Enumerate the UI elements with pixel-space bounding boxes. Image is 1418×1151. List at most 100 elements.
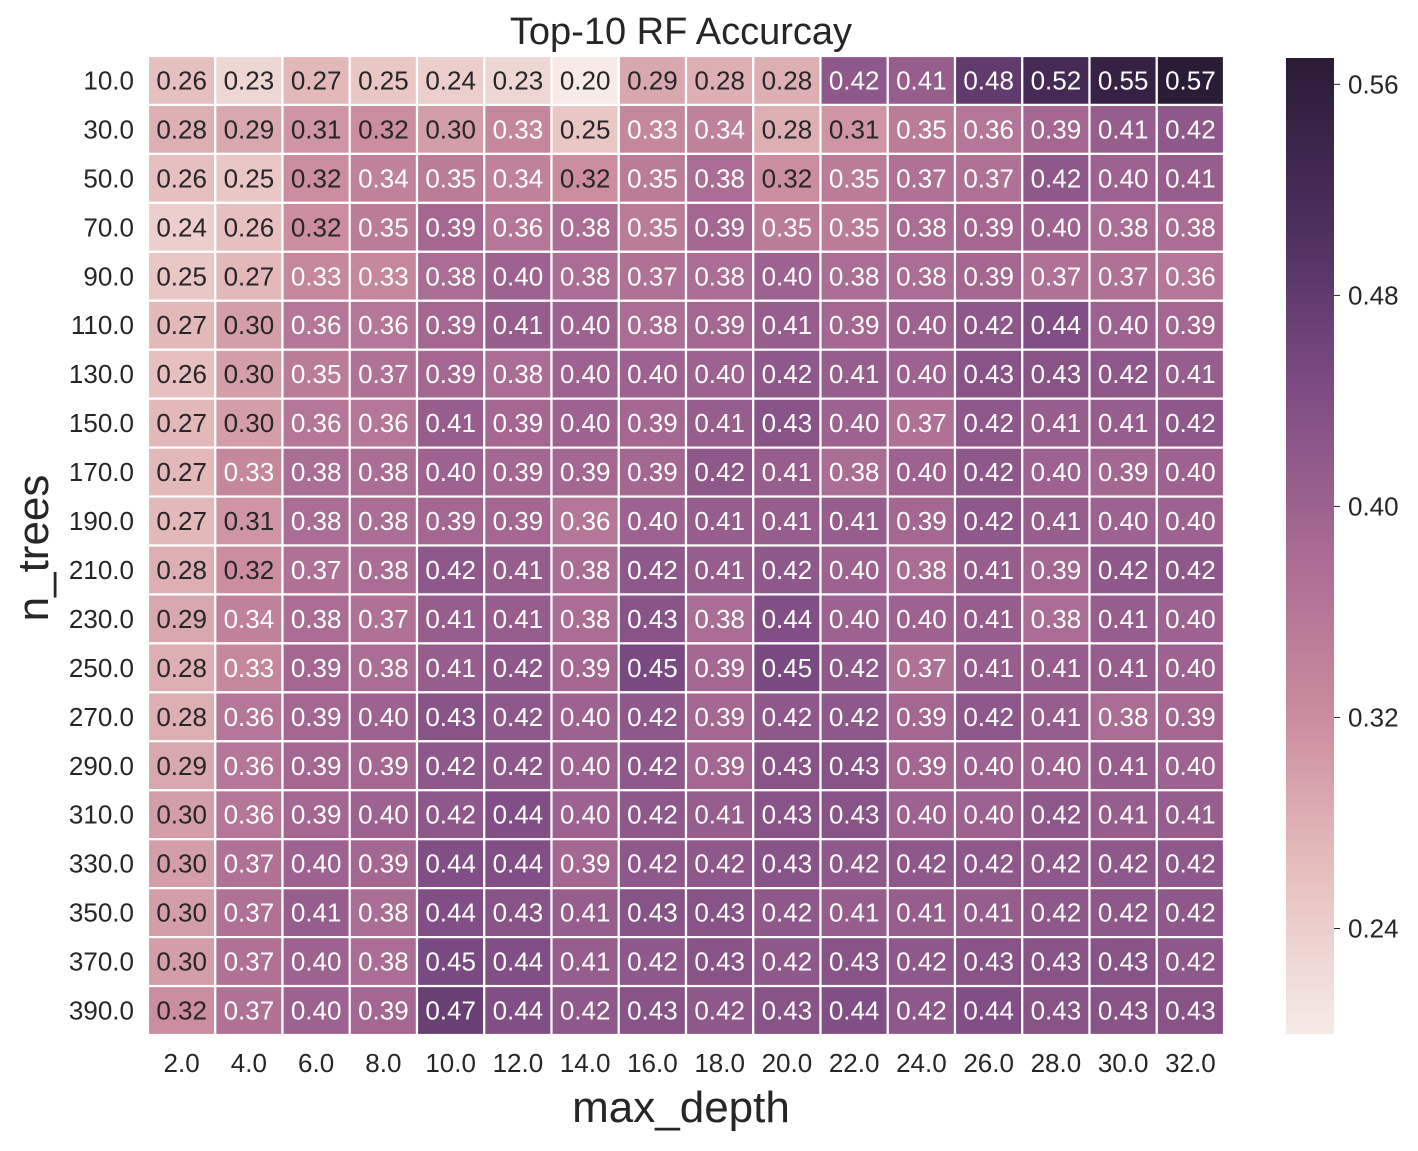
heatmap-cell <box>1088 593 1158 645</box>
heatmap-cell-label: 0.38 <box>358 898 409 928</box>
heatmap-cell-label: 0.28 <box>762 114 813 144</box>
heatmap-cell-label: 0.38 <box>358 947 409 977</box>
heatmap-cell-label: 0.42 <box>694 849 745 879</box>
heatmap-cell <box>483 593 553 645</box>
heatmap-cell-label: 0.42 <box>1165 114 1216 144</box>
heatmap-cell-label: 0.42 <box>1165 555 1216 585</box>
heatmap-cell-label: 0.28 <box>762 65 813 95</box>
x-tick-label: 26.0 <box>963 1048 1014 1078</box>
heatmap-cell-label: 0.42 <box>963 506 1014 536</box>
heatmap-cell-label: 0.43 <box>762 751 813 781</box>
heatmap-cell-label: 0.40 <box>896 310 947 340</box>
heatmap-cell <box>415 740 486 792</box>
heatmap-cell-label: 0.41 <box>829 506 880 536</box>
heatmap-cell <box>146 642 217 694</box>
heatmap-cell-label: 0.39 <box>896 702 947 732</box>
heatmap-cell <box>415 152 486 204</box>
heatmap-cell <box>1088 984 1158 1037</box>
y-tick-label: 350.0 <box>69 898 134 928</box>
heatmap-cell <box>617 691 688 743</box>
heatmap-cell-label: 0.41 <box>963 555 1014 585</box>
heatmap-cell <box>1155 299 1226 351</box>
heatmap-cell-label: 0.42 <box>425 800 476 830</box>
colorbar <box>1286 58 1334 1034</box>
heatmap-cell <box>819 103 889 155</box>
heatmap-cell-label: 0.38 <box>694 163 745 193</box>
heatmap-cell-label: 0.41 <box>694 408 745 438</box>
heatmap-cell <box>281 348 351 400</box>
heatmap-cell-label: 0.41 <box>1031 408 1082 438</box>
heatmap-cell-label: 0.41 <box>493 555 544 585</box>
heatmap-cell-label: 0.40 <box>1031 457 1082 487</box>
heatmap-cell-label: 0.32 <box>156 996 207 1026</box>
colorbar-tick-label: 0.32 <box>1348 702 1399 732</box>
heatmap-cell-label: 0.39 <box>1165 702 1216 732</box>
heatmap-cell-label: 0.28 <box>156 114 207 144</box>
heatmap-cell-label: 0.38 <box>1031 604 1082 634</box>
heatmap-cell-label: 0.37 <box>627 261 678 291</box>
heatmap-cell-label: 0.34 <box>694 114 745 144</box>
heatmap-cell-label: 0.42 <box>762 555 813 585</box>
heatmap-cell-label: 0.42 <box>1165 947 1216 977</box>
heatmap-cell-label: 0.39 <box>896 506 947 536</box>
heatmap-cell-label: 0.37 <box>896 163 947 193</box>
heatmap-cell-label: 0.38 <box>358 457 409 487</box>
heatmap-cell-label: 0.40 <box>694 359 745 389</box>
heatmap-cell <box>281 201 351 253</box>
heatmap-cell-label: 0.33 <box>358 261 409 291</box>
heatmap-cell-label: 0.42 <box>493 751 544 781</box>
colorbar-tick-labels: 0.24 0.32 0.40 0.48 0.56 <box>1334 69 1399 943</box>
heatmap-cell-label: 0.40 <box>291 849 342 879</box>
heatmap-cell-label: 0.44 <box>493 996 544 1026</box>
heatmap-cell-label: 0.43 <box>1031 947 1082 977</box>
heatmap-cell-label: 0.39 <box>425 359 476 389</box>
heatmap-cell-label: 0.35 <box>896 114 947 144</box>
heatmap-cell-label: 0.30 <box>425 114 476 144</box>
heatmap-cell <box>483 348 553 400</box>
heatmap-cell-label: 0.35 <box>627 212 678 242</box>
heatmap-cell <box>281 495 351 547</box>
heatmap-cell-label: 0.37 <box>291 555 342 585</box>
heatmap-cell-label: 0.40 <box>896 604 947 634</box>
heatmap-cell-label: 0.42 <box>1098 555 1149 585</box>
heatmap-cell-label: 0.29 <box>627 65 678 95</box>
heatmap-cell <box>1088 299 1158 351</box>
heatmap-cell-label: 0.39 <box>493 457 544 487</box>
heatmap-cell-label: 0.35 <box>358 212 409 242</box>
heatmap-cell-label: 0.36 <box>358 408 409 438</box>
heatmap-cell-label: 0.42 <box>1031 800 1082 830</box>
x-tick-label: 2.0 <box>164 1048 200 1078</box>
heatmap-cell <box>483 103 553 155</box>
heatmap-cell-label: 0.39 <box>291 702 342 732</box>
heatmap-cell-label: 0.37 <box>1098 261 1149 291</box>
heatmap-cell <box>886 789 957 841</box>
heatmap-cell-label: 0.34 <box>358 163 409 193</box>
y-tick-label: 370.0 <box>69 947 134 977</box>
heatmap-cell <box>281 691 351 743</box>
heatmap-cell-label: 0.42 <box>425 751 476 781</box>
heatmap-cell-label: 0.33 <box>493 114 544 144</box>
heatmap-cell-label: 0.38 <box>1165 212 1216 242</box>
heatmap-cell-label: 0.40 <box>1031 212 1082 242</box>
heatmap-cell-label: 0.38 <box>829 261 880 291</box>
heatmap-cell <box>1088 446 1158 498</box>
heatmap-cell-label: 0.42 <box>1165 408 1216 438</box>
heatmap-cell-label: 0.40 <box>291 947 342 977</box>
heatmap-cell <box>1021 642 1091 694</box>
heatmap-cell-label: 0.43 <box>1165 996 1216 1026</box>
x-tick-label: 14.0 <box>560 1048 611 1078</box>
heatmap-cell-label: 0.38 <box>291 604 342 634</box>
heatmap-cell-label: 0.42 <box>829 849 880 879</box>
heatmap-cell <box>1021 348 1091 400</box>
heatmap-cell-label: 0.36 <box>291 310 342 340</box>
heatmap-cell-label: 0.36 <box>224 702 275 732</box>
heatmap-cell-label: 0.39 <box>963 212 1014 242</box>
heatmap-cell-label: 0.40 <box>829 604 880 634</box>
heatmap-cell <box>953 201 1024 253</box>
heatmap-cell <box>953 740 1024 792</box>
heatmap-cell <box>953 593 1024 645</box>
heatmap-cell-label: 0.27 <box>156 310 207 340</box>
heatmap-cell-label: 0.23 <box>224 65 275 95</box>
x-tick-label: 6.0 <box>298 1048 334 1078</box>
heatmap-cell-label: 0.39 <box>829 310 880 340</box>
